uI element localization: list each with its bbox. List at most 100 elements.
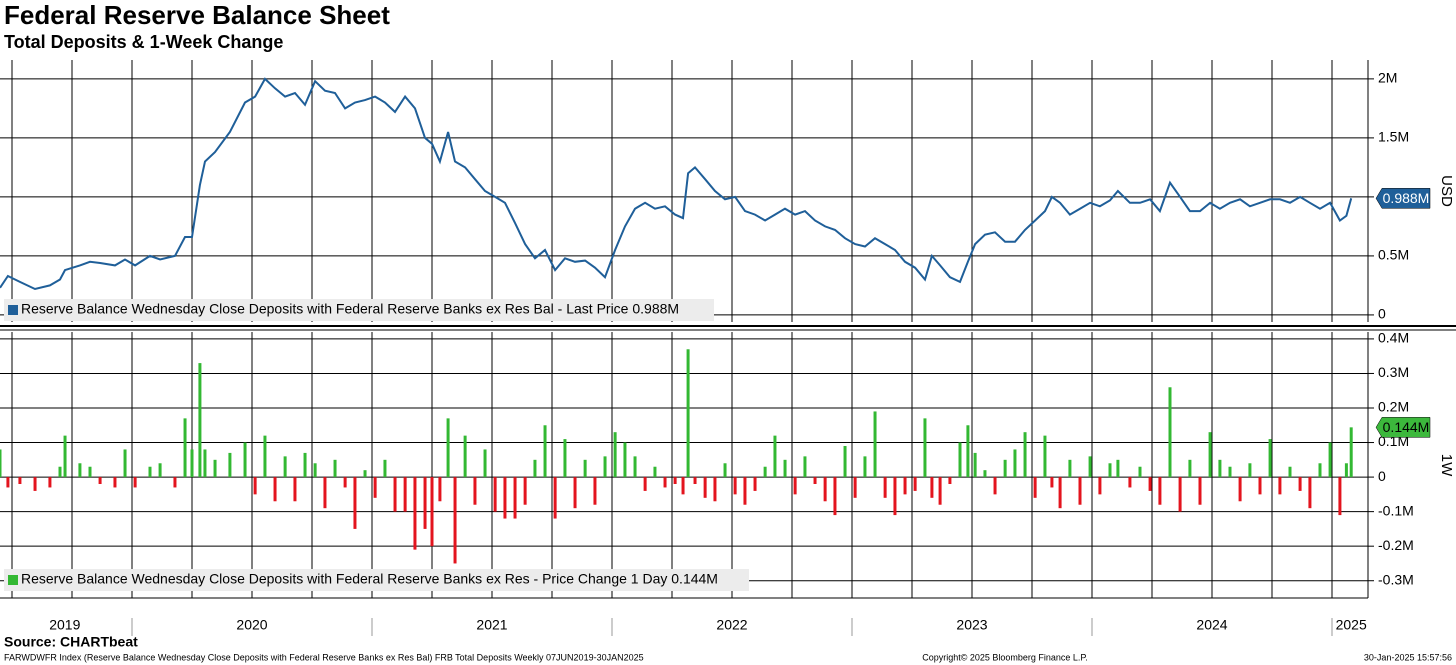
bar xyxy=(543,425,547,478)
bar xyxy=(1178,477,1182,512)
y-tick-label: 1.5M xyxy=(1378,129,1409,145)
bar xyxy=(1268,439,1272,478)
bar xyxy=(393,477,397,512)
bar xyxy=(1238,477,1242,502)
bar xyxy=(273,477,277,502)
bar xyxy=(148,466,152,478)
bar xyxy=(583,459,587,478)
bar xyxy=(113,477,117,488)
bar xyxy=(713,477,717,502)
bar xyxy=(843,446,847,478)
bar xyxy=(1208,432,1212,478)
bar xyxy=(1218,459,1222,478)
bar xyxy=(423,477,427,529)
bar xyxy=(333,459,337,478)
y-tick-label: 0.3M xyxy=(1378,364,1409,380)
line xyxy=(0,77,1353,291)
bar xyxy=(633,456,637,478)
bar xyxy=(1228,466,1232,478)
bar xyxy=(613,432,617,478)
bar xyxy=(1078,477,1082,505)
bar xyxy=(513,477,517,519)
last-value-tag xyxy=(1375,417,1431,438)
bar xyxy=(643,477,647,491)
y-tick-label: 0.4M xyxy=(1378,330,1409,346)
bar xyxy=(930,477,934,498)
bar xyxy=(1003,459,1007,478)
bar xyxy=(1033,477,1037,498)
bar xyxy=(453,477,457,564)
bar xyxy=(923,418,927,478)
bar xyxy=(653,466,657,478)
bar xyxy=(553,477,557,519)
source: Source: CHARTbeat xyxy=(4,634,138,650)
bar xyxy=(438,477,442,502)
bar xyxy=(753,477,757,491)
bar xyxy=(243,442,247,478)
bar xyxy=(373,477,377,498)
y-tick-label: 0.2M xyxy=(1378,399,1409,415)
bar xyxy=(1328,442,1332,478)
last-value-label: 0.144M xyxy=(1383,419,1430,435)
chart-subtitle: Total Deposits & 1-Week Change xyxy=(4,32,283,52)
y-axis-label: USD xyxy=(1438,175,1455,207)
bar xyxy=(363,470,367,478)
bar xyxy=(703,477,707,498)
bar xyxy=(673,477,677,484)
y-tick-label: 0 xyxy=(1378,468,1386,484)
bar xyxy=(813,477,817,484)
bar xyxy=(993,477,997,495)
bar xyxy=(463,435,467,478)
legend-box xyxy=(4,569,749,591)
bar xyxy=(681,477,685,495)
bar xyxy=(686,349,690,478)
bar xyxy=(593,477,597,505)
x-tick-label: 2021 xyxy=(476,617,507,633)
bar xyxy=(823,477,827,502)
bar xyxy=(563,439,567,478)
bar xyxy=(966,425,970,478)
chart-title: Federal Reserve Balance Sheet xyxy=(4,0,390,30)
y-tick-label: -0.3M xyxy=(1378,571,1414,587)
bar xyxy=(833,477,837,516)
bar xyxy=(123,449,127,478)
bar xyxy=(1058,477,1062,509)
bar xyxy=(446,418,450,478)
bar xyxy=(88,466,92,478)
bar xyxy=(1158,477,1162,505)
bar xyxy=(863,456,867,478)
bar xyxy=(1108,463,1112,478)
bar xyxy=(983,470,987,478)
bar xyxy=(623,442,627,478)
y-tick-label: -0.2M xyxy=(1378,537,1414,553)
bar xyxy=(48,477,52,488)
bar xyxy=(18,477,22,484)
bar xyxy=(0,449,2,478)
bar xyxy=(1168,387,1172,478)
bar xyxy=(903,477,907,495)
bar xyxy=(493,477,497,512)
bar xyxy=(173,477,177,488)
x-tick-label: 2024 xyxy=(1196,617,1227,633)
bar xyxy=(1068,459,1072,478)
bar xyxy=(213,459,217,478)
bar xyxy=(1338,477,1342,516)
bar xyxy=(353,477,357,529)
bar xyxy=(1188,459,1192,478)
bar xyxy=(203,449,207,478)
bar xyxy=(1318,463,1322,478)
bar xyxy=(573,477,577,509)
bar xyxy=(1098,477,1102,495)
footer-copyright: Copyright© 2025 Bloomberg Finance L.P. xyxy=(922,652,1088,662)
bar xyxy=(1308,477,1312,509)
bar xyxy=(973,452,977,478)
bar xyxy=(893,477,897,516)
bar xyxy=(483,449,487,478)
bar xyxy=(1198,477,1202,505)
bar xyxy=(533,459,537,478)
bar xyxy=(158,463,162,478)
bar xyxy=(403,477,407,512)
bar xyxy=(1116,459,1120,478)
bar xyxy=(78,463,82,478)
